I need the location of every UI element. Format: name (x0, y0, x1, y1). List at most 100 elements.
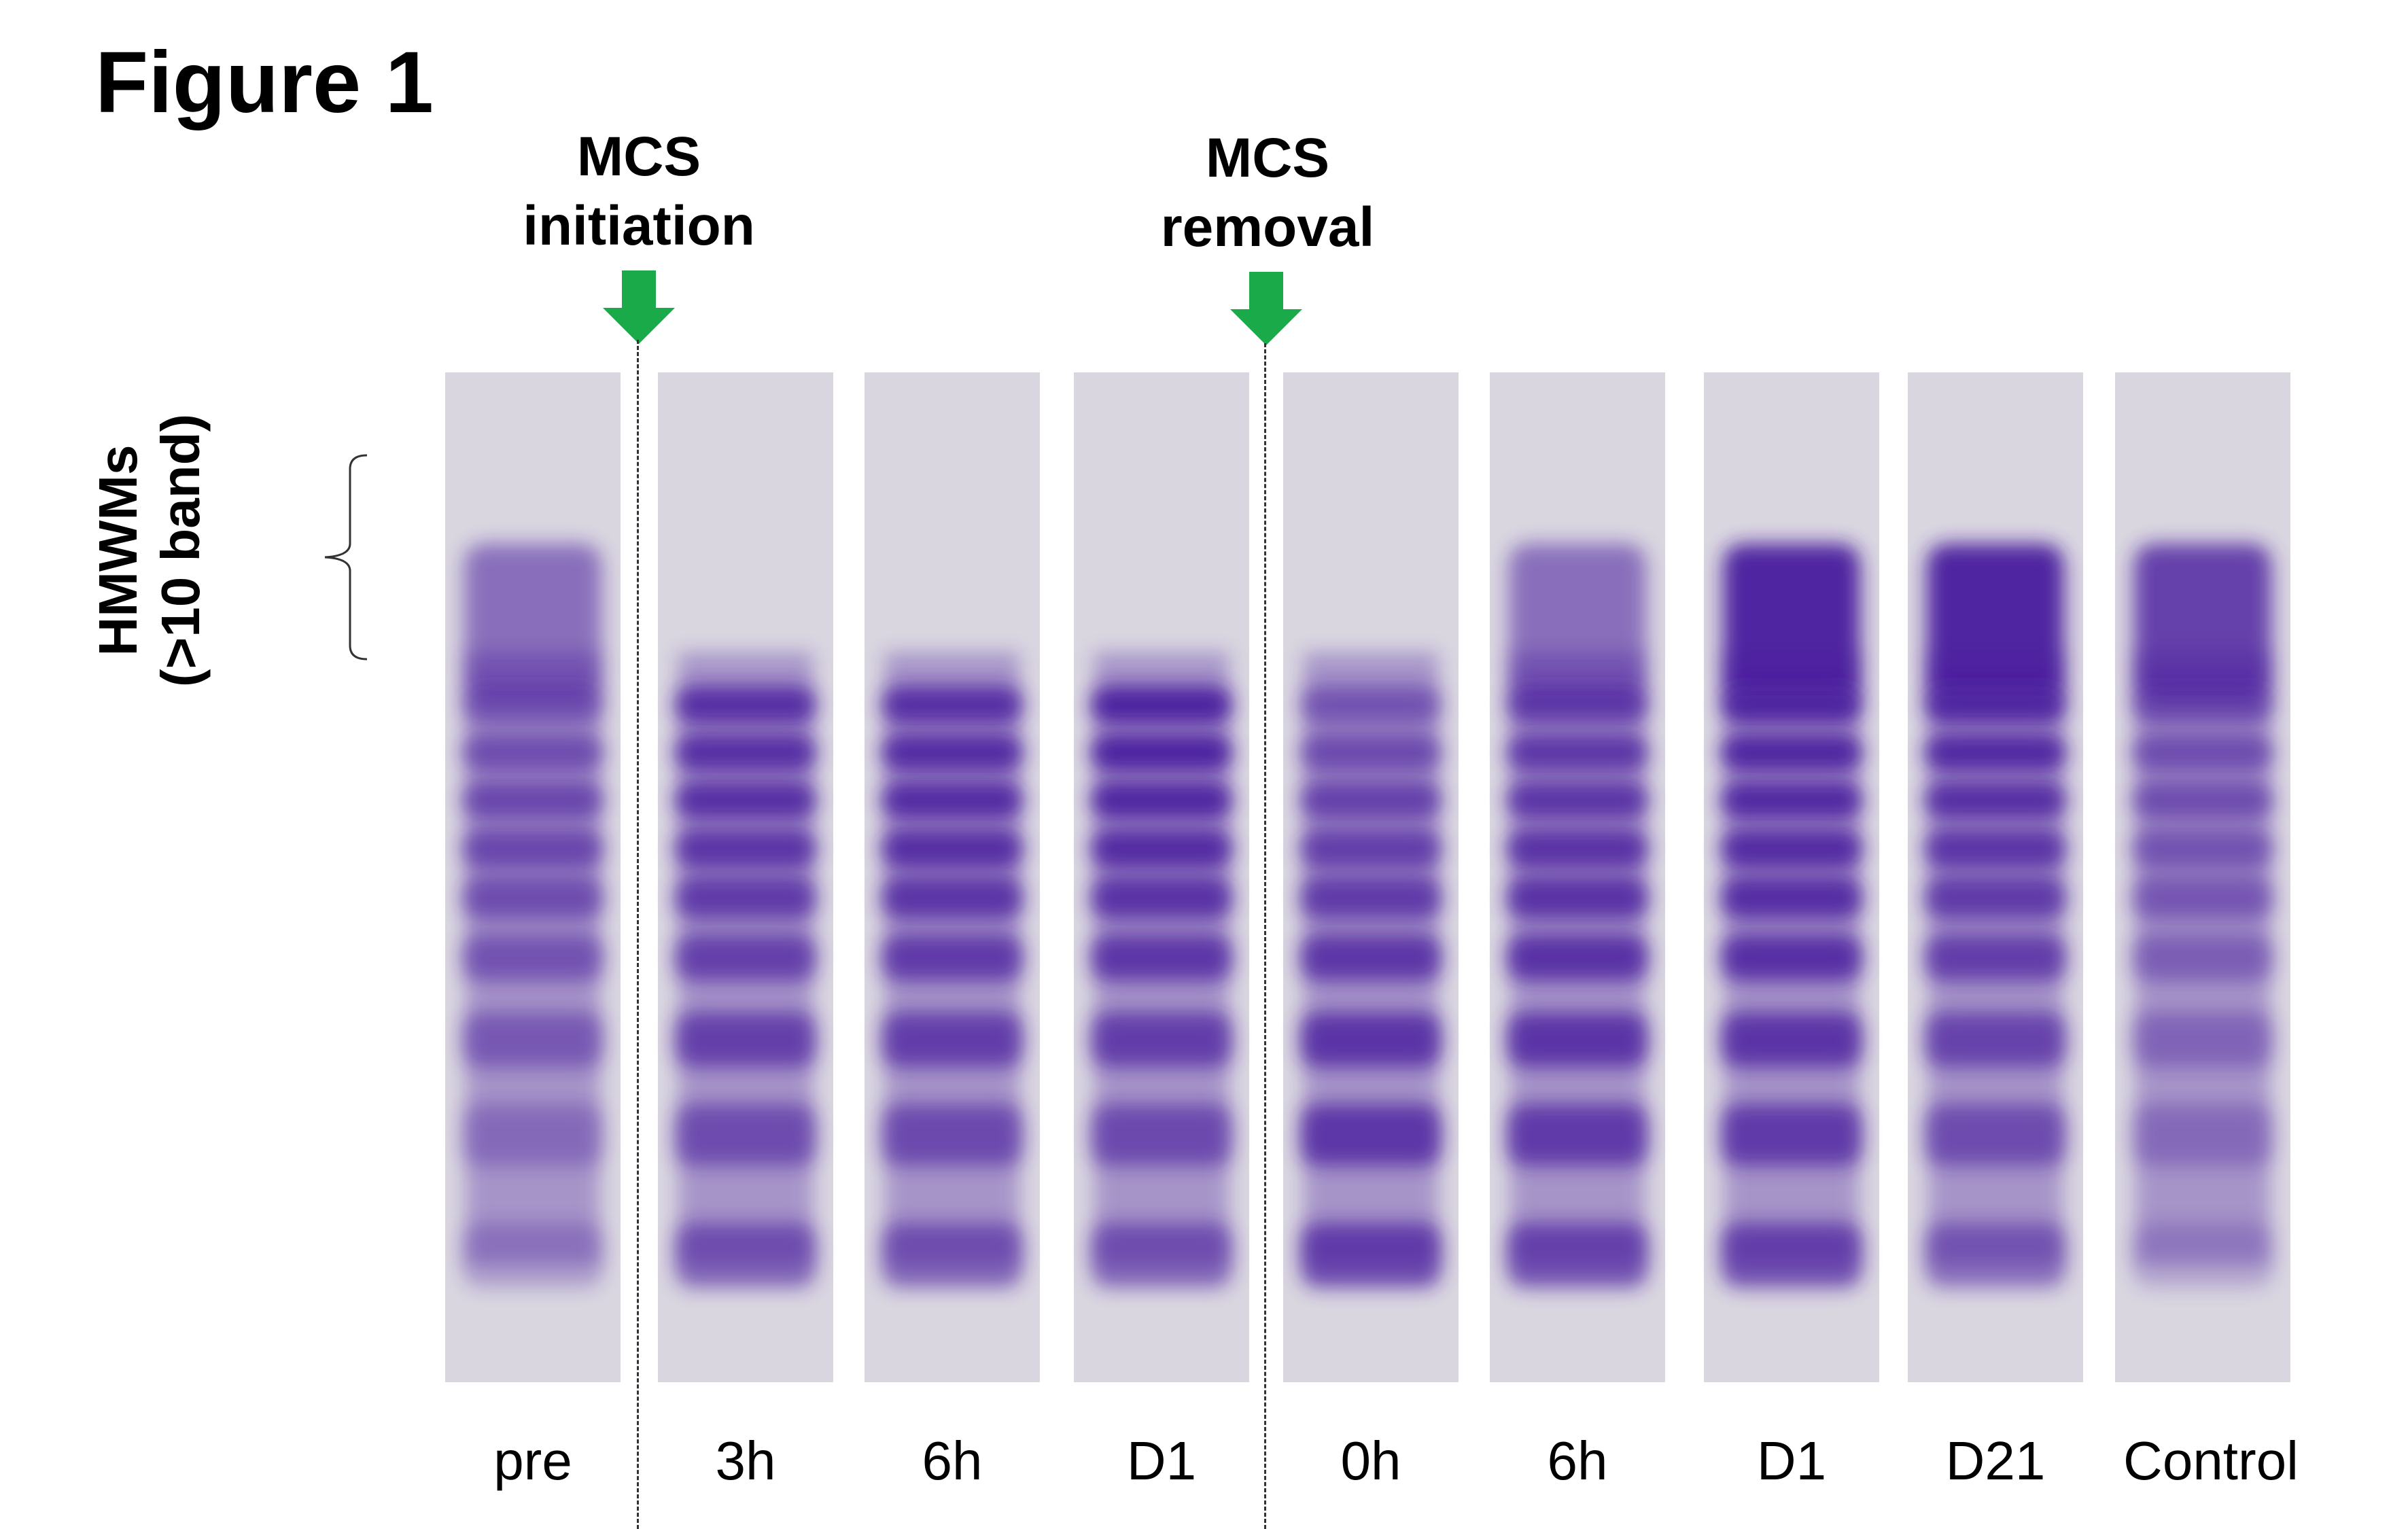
gel-band (1092, 1104, 1232, 1165)
mcs-initiation-line1: MCS (576, 126, 701, 188)
gel-band (1925, 734, 2065, 771)
gel-band (1092, 829, 1232, 868)
gel-band (1925, 1223, 2065, 1288)
gel-band (882, 1223, 1022, 1288)
lane-label: pre (493, 1430, 572, 1491)
gel-band (676, 1013, 816, 1067)
gel-band (1301, 1223, 1441, 1288)
gel-band (1722, 1104, 1862, 1165)
gel-band (882, 829, 1022, 868)
gel-lane (1490, 372, 1665, 1382)
gel-band (882, 1104, 1022, 1165)
gel-lane (865, 372, 1040, 1382)
hmwm-band (1723, 544, 1860, 700)
gel-lane (1074, 372, 1249, 1382)
lane-label: D1 (1126, 1430, 1197, 1491)
gel-band (1507, 829, 1647, 868)
gel-band (2133, 734, 2273, 771)
gel-band (463, 1223, 603, 1288)
hmwm-band (464, 544, 601, 700)
lane-label: D21 (1945, 1430, 2046, 1491)
gel-lane (2115, 372, 2290, 1382)
gel-band (2133, 1104, 2273, 1165)
gel-band (676, 829, 816, 868)
removal-divider (1264, 343, 1266, 1529)
gel-band (1722, 877, 1862, 919)
lane-label: 6h (922, 1430, 983, 1491)
mcs-initiation-line2: initiation (523, 195, 755, 257)
gel-band (2133, 1013, 2273, 1067)
hmwm-bracket (324, 454, 368, 661)
mcs-initiation-label: MCS initiation (483, 122, 795, 261)
gel-band (1301, 1104, 1441, 1165)
gel-band (676, 734, 816, 771)
gel-lane (445, 372, 621, 1382)
gel-band (1301, 734, 1441, 771)
gel-band (1722, 686, 1862, 724)
gel-band (1507, 781, 1647, 819)
gel-lane (1908, 372, 2083, 1382)
gel-band (882, 734, 1022, 771)
gel-band (1925, 686, 2065, 724)
hmwm-band (1509, 544, 1646, 700)
gel-band (2133, 781, 2273, 819)
gel-band (2133, 934, 2273, 981)
gel-band (2133, 829, 2273, 868)
lane-label: 6h (1547, 1430, 1608, 1491)
hmwm-band (1927, 544, 2064, 700)
gel-band (1092, 734, 1232, 771)
gel-band (1925, 877, 2065, 919)
gel-band (676, 1104, 816, 1165)
gel-band (1092, 686, 1232, 724)
gel-band (1507, 734, 1647, 771)
gel-band (463, 934, 603, 981)
gel-band (1925, 829, 2065, 868)
gel-band (463, 734, 603, 771)
gel-band (1722, 781, 1862, 819)
gel-band (1092, 877, 1232, 919)
gel-band (1092, 781, 1232, 819)
gel-band (676, 781, 816, 819)
gel-band (1507, 1223, 1647, 1288)
gel-band (1092, 934, 1232, 981)
gel-band (882, 877, 1022, 919)
gel-band (2133, 686, 2273, 724)
gel-band (882, 934, 1022, 981)
gel-band (1925, 934, 2065, 981)
gel-band (1925, 1013, 2065, 1067)
gel-band (882, 1013, 1022, 1067)
lane-label: 3h (715, 1430, 776, 1491)
lane-label: Control (2123, 1430, 2299, 1491)
lane-label: D1 (1756, 1430, 1827, 1491)
removal-arrow-icon (1230, 272, 1302, 345)
gel-band (1722, 1013, 1862, 1067)
gel-band (1507, 686, 1647, 724)
gel-band (1507, 877, 1647, 919)
initiation-divider (637, 340, 639, 1529)
gel-band (2133, 1223, 2273, 1288)
gel-band (882, 686, 1022, 724)
gel-band (1722, 734, 1862, 771)
figure-title: Figure 1 (95, 34, 434, 131)
initiation-arrow-icon (603, 270, 675, 344)
gel-band (1301, 781, 1441, 819)
gel-lane (1283, 372, 1459, 1382)
gel-band (882, 781, 1022, 819)
gel-band (463, 686, 603, 724)
gel-band (1507, 1104, 1647, 1165)
gel-band (1507, 934, 1647, 981)
gel-lane (1704, 372, 1879, 1382)
gel-band (463, 1104, 603, 1165)
gel-band (2133, 877, 2273, 919)
gel-band (1507, 1013, 1647, 1067)
gel-band (463, 877, 603, 919)
mcs-removal-line2: removal (1160, 196, 1375, 258)
gel-band (1301, 1013, 1441, 1067)
gel-band (1301, 686, 1441, 724)
gel-band (1722, 934, 1862, 981)
gel-band (1301, 829, 1441, 868)
gel-band (1925, 1104, 2065, 1165)
gel-band (676, 877, 816, 919)
gel-band (1722, 829, 1862, 868)
gel-band (676, 934, 816, 981)
